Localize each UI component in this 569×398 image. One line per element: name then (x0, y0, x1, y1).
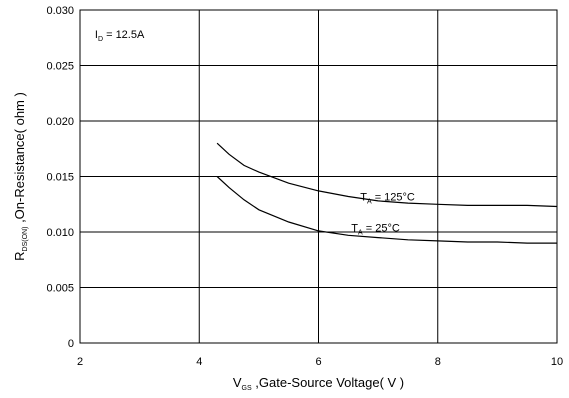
x-tick-label: 10 (551, 356, 563, 368)
series-line-0 (216, 142, 558, 208)
x-axis-ticks: 2 4 6 8 10 (77, 356, 563, 368)
series-label-25c: TA = 25°C (351, 223, 400, 237)
y-tick-label: 0.005 (46, 283, 74, 295)
series-label-125c: TA = 125°C (360, 191, 415, 205)
series-line-1 (216, 176, 557, 244)
y-tick-label: 0 (68, 338, 74, 350)
x-tick-label: 4 (196, 356, 202, 368)
x-tick-label: 2 (77, 356, 83, 368)
y-tick-label: 0.025 (46, 61, 74, 73)
y-axis-label: RDS(ON) ,On-Resistance( ohm ) (12, 92, 29, 261)
x-axis-label: VGS ,Gate-Source Voltage( V ) (233, 375, 404, 392)
grid (80, 10, 557, 343)
x-tick-label: 8 (435, 356, 441, 368)
x-tick-label: 6 (315, 356, 321, 368)
y-axis-ticks: 0 0.005 0.010 0.015 0.020 0.025 0.030 (46, 5, 74, 350)
y-tick-label: 0.020 (46, 116, 74, 128)
y-tick-label: 0.030 (46, 5, 74, 17)
y-tick-label: 0.015 (46, 172, 74, 184)
y-tick-label: 0.010 (46, 227, 74, 239)
annotation-drain-current: ID = 12.5A (95, 29, 145, 43)
series-lines (216, 142, 558, 244)
